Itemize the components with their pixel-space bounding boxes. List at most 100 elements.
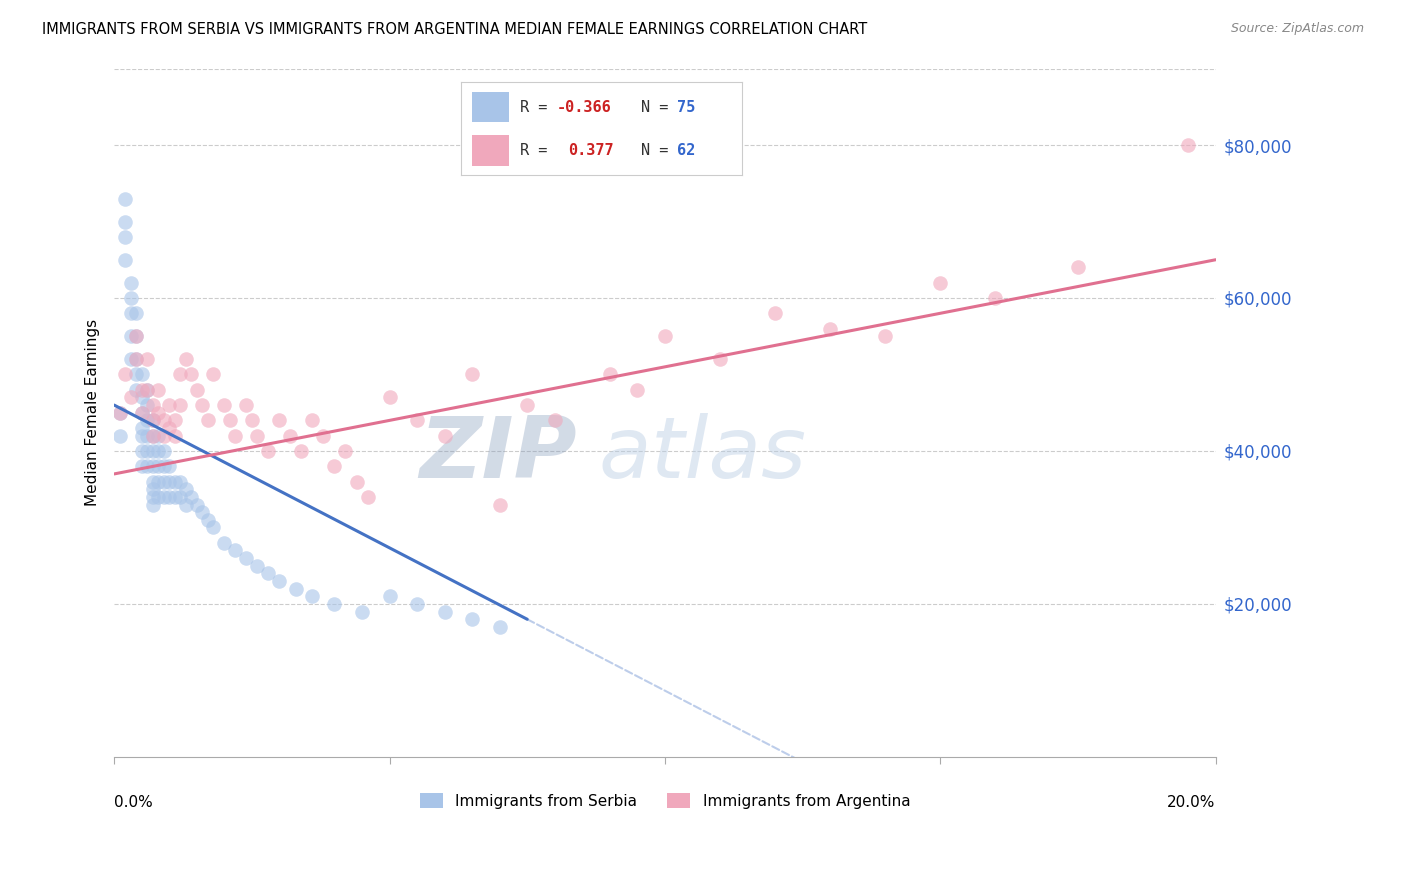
Point [120,329,142,343]
Point [148,383,170,397]
Point [346,475,368,489]
Point [163,428,186,442]
Point [136,428,159,442]
Point [929,276,952,290]
Point [142,490,165,504]
Point [174,498,197,512]
Point [148,444,170,458]
Point [984,291,1007,305]
Point [131,391,153,405]
Point [114,192,136,206]
Point [169,490,191,504]
Point [152,428,174,442]
Point [1067,260,1090,275]
Point [148,428,170,442]
Point [378,590,401,604]
Point [125,368,148,382]
Point [180,368,202,382]
Point [235,551,257,566]
Point [290,444,312,458]
Point [763,306,786,320]
Point [218,413,240,427]
Point [148,406,170,420]
Point [136,413,159,427]
Point [461,612,484,626]
Point [433,605,456,619]
Point [544,413,567,427]
Point [131,406,153,420]
Point [406,413,429,427]
Point [269,413,291,427]
Point [136,383,159,397]
Text: atlas: atlas [599,412,807,496]
Point [120,276,142,290]
Point [202,368,225,382]
Point [875,329,897,343]
Point [197,513,219,527]
Point [301,590,323,604]
Point [488,498,510,512]
Point [224,543,246,558]
Point [120,352,142,367]
Point [163,413,186,427]
Point [142,459,165,474]
Point [280,428,302,442]
Point [312,428,335,442]
Point [323,459,346,474]
Point [169,475,191,489]
Point [120,291,142,305]
Point [406,597,429,611]
Point [186,383,208,397]
Point [202,520,225,534]
Point [108,428,131,442]
Point [136,352,159,367]
Text: 0.0%: 0.0% [114,795,153,810]
Point [235,398,257,412]
Point [157,459,180,474]
Point [114,229,136,244]
Point [152,490,174,504]
Text: ZIP: ZIP [419,412,576,496]
Legend: Immigrants from Serbia, Immigrants from Argentina: Immigrants from Serbia, Immigrants from … [413,787,917,814]
Point [157,398,180,412]
Point [157,490,180,504]
Point [142,482,165,496]
Point [125,306,148,320]
Point [1177,138,1199,153]
Point [136,383,159,397]
Point [125,329,148,343]
Point [246,558,269,573]
Point [301,413,323,427]
Y-axis label: Median Female Earnings: Median Female Earnings [86,319,100,507]
Point [323,597,346,611]
Point [356,490,378,504]
Point [142,398,165,412]
Point [131,428,153,442]
Point [142,413,165,427]
Point [516,398,538,412]
Point [488,620,510,634]
Point [148,490,170,504]
Point [186,498,208,512]
Point [136,398,159,412]
Point [125,352,148,367]
Point [131,406,153,420]
Point [142,498,165,512]
Point [131,459,153,474]
Point [142,475,165,489]
Point [433,428,456,442]
Point [157,475,180,489]
Point [136,459,159,474]
Point [461,368,484,382]
Point [284,582,307,596]
Point [131,421,153,435]
Point [197,413,219,427]
Point [152,459,174,474]
Point [125,383,148,397]
Point [257,444,280,458]
Point [114,214,136,228]
Point [378,391,401,405]
Point [269,574,291,588]
Point [599,368,621,382]
Point [214,535,236,549]
